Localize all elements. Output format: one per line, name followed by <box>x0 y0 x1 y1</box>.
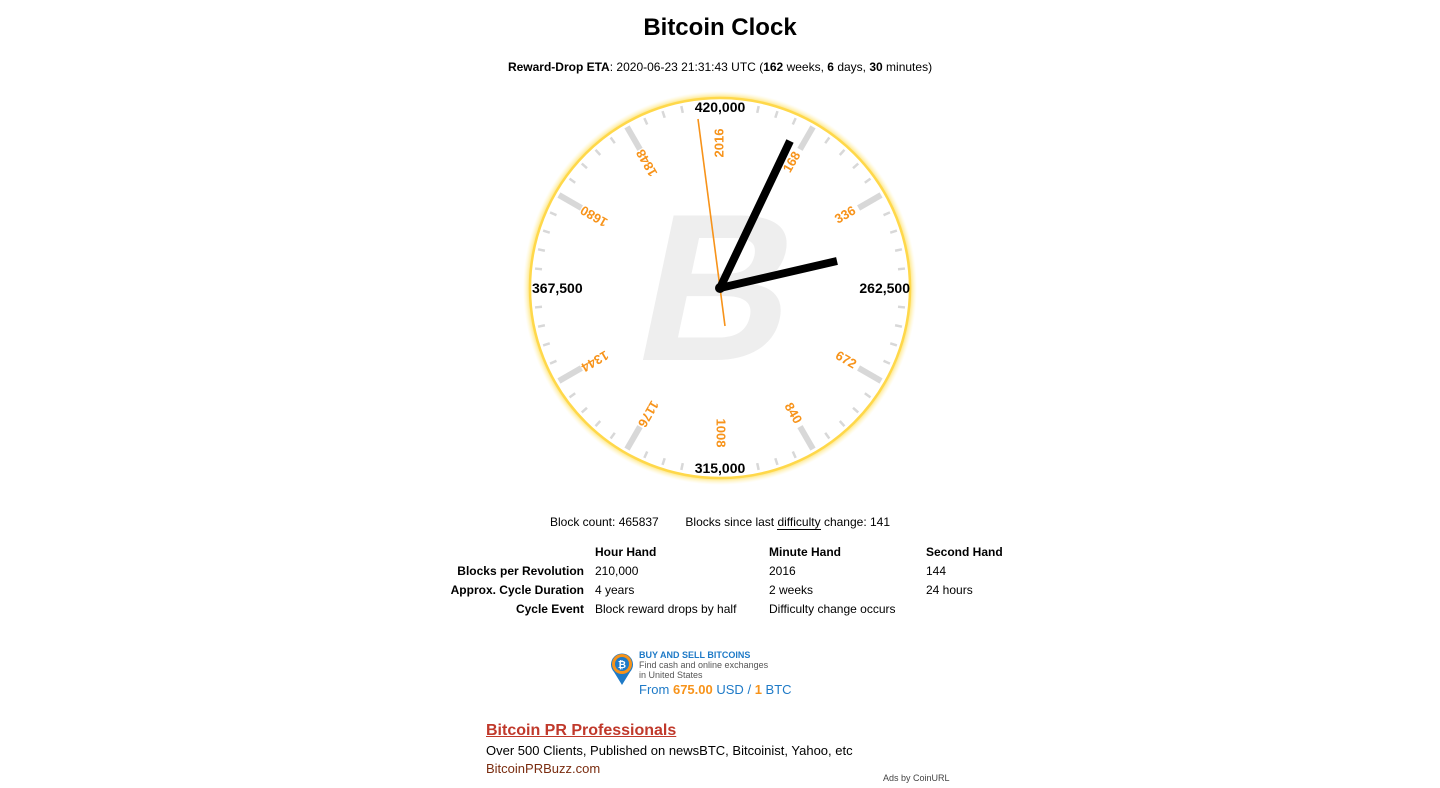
eta-label: Reward-Drop ETA <box>507 60 610 74</box>
page-title: Bitcoin Clock <box>643 14 797 41</box>
major-tick <box>624 425 643 451</box>
clock-center <box>715 283 725 293</box>
minor-tick <box>791 117 797 125</box>
major-tick <box>857 365 883 384</box>
minor-tick <box>852 162 860 170</box>
minor-tick <box>542 229 551 234</box>
minor-tick <box>537 248 546 253</box>
block-info: Block count: 465837 Blocks since last di… <box>549 515 891 530</box>
minor-tick <box>609 432 616 440</box>
minor-tick <box>661 457 666 466</box>
minor-tick <box>864 392 872 399</box>
block-count: 465837 <box>618 515 659 529</box>
ad-description: Over 500 Clients, Published on newsBTC, … <box>486 743 853 758</box>
blocks-since-difficulty: 141 <box>870 515 891 529</box>
minor-tick <box>883 211 891 217</box>
minor-tick <box>755 105 760 114</box>
ads-by-coinurl[interactable]: Ads by CoinURL <box>883 773 950 783</box>
buy-sell-bitcoins-ad[interactable]: ₿ BUY AND SELL BITCOINS Find cash and on… <box>610 650 850 700</box>
minor-tick <box>894 248 903 253</box>
ad-url[interactable]: BitcoinPRBuzz.com <box>486 761 601 776</box>
eta-days: 6 <box>827 60 834 74</box>
minor-tick <box>580 406 588 414</box>
minor-tick <box>737 465 741 474</box>
table-row: Blocks per Revolution 210,000 2016 144 <box>457 564 947 578</box>
eta-weeks: 162 <box>763 60 784 74</box>
minor-tick <box>680 462 685 471</box>
label-right: 262,500 <box>859 280 910 296</box>
difficulty-link[interactable]: difficulty <box>777 515 821 530</box>
table-header-row: Hour Hand Minute Hand Second Hand <box>440 544 1026 563</box>
minor-tick <box>549 359 557 365</box>
minor-tick <box>542 342 551 347</box>
hour-hand <box>719 257 838 292</box>
minor-tick <box>549 211 557 217</box>
header-minute-hand: Minute Hand <box>769 545 841 559</box>
bitcoin-location-icon: ₿ <box>611 653 633 685</box>
label-top: 420,000 <box>695 99 746 115</box>
minor-tick <box>897 267 906 271</box>
ad-link-title[interactable]: Bitcoin PR Professionals <box>486 722 677 739</box>
minor-tick <box>791 451 797 459</box>
minor-tick <box>534 267 543 271</box>
minor-tick <box>568 177 576 184</box>
major-tick <box>797 125 816 151</box>
difficulty-label: 1008 <box>714 419 729 448</box>
header-second-hand: Second Hand <box>926 545 1003 559</box>
minor-tick <box>852 406 860 414</box>
ad-description: Find cash and online exchanges in United… <box>639 660 769 680</box>
minor-tick <box>580 162 588 170</box>
minor-tick <box>894 323 903 328</box>
minor-tick <box>661 110 666 119</box>
minor-tick <box>534 305 543 309</box>
minor-tick <box>824 136 831 144</box>
table-row: Cycle Event Block reward drops by half D… <box>515 602 896 616</box>
header-hour-hand: Hour Hand <box>595 545 657 559</box>
minor-tick <box>609 136 616 144</box>
bitcoin-pr-ad: Bitcoin PR Professionals Over 500 Client… <box>486 722 966 776</box>
minor-tick <box>883 359 891 365</box>
minor-tick <box>838 148 846 156</box>
minor-tick <box>537 323 546 328</box>
major-tick <box>557 192 583 211</box>
minor-tick <box>824 432 831 440</box>
minor-tick <box>889 342 898 347</box>
table-row: Approx. Cycle Duration 4 years 2 weeks 2… <box>450 583 973 597</box>
minor-tick <box>699 465 703 474</box>
minor-tick <box>838 420 846 428</box>
ad-title: BUY AND SELL BITCOINS <box>639 650 751 660</box>
major-tick <box>797 425 816 451</box>
minor-tick <box>699 102 703 111</box>
minor-tick <box>594 148 602 156</box>
minor-tick <box>897 305 906 309</box>
reward-drop-eta: Reward-Drop ETA: 2020-06-23 21:31:43 UTC… <box>507 60 933 74</box>
clock-ticks <box>534 102 906 474</box>
svg-text:₿: ₿ <box>618 659 626 671</box>
minor-tick <box>864 177 872 184</box>
label-bottom: 315,000 <box>695 460 746 476</box>
ad-price: From 675.00 USD / 1 BTC <box>639 682 792 697</box>
minor-tick <box>774 110 779 119</box>
label-left: 367,500 <box>532 280 583 296</box>
major-tick <box>557 365 583 384</box>
eta-minutes: 30 <box>869 60 883 74</box>
hands-table: Hour Hand Minute Hand Second Hand Blocks… <box>440 544 1026 620</box>
minor-tick <box>774 457 779 466</box>
minor-tick <box>755 462 760 471</box>
difficulty-label: 2016 <box>711 129 726 158</box>
eta-datetime: 2020-06-23 21:31:43 UTC <box>616 60 756 74</box>
minor-tick <box>737 102 741 111</box>
minor-tick <box>568 392 576 399</box>
minor-tick <box>643 117 649 125</box>
minor-tick <box>680 105 685 114</box>
major-tick <box>857 192 883 211</box>
minor-tick <box>643 451 649 459</box>
minor-tick <box>889 229 898 234</box>
minor-tick <box>594 420 602 428</box>
minute-hand <box>716 139 794 290</box>
major-tick <box>624 125 643 151</box>
